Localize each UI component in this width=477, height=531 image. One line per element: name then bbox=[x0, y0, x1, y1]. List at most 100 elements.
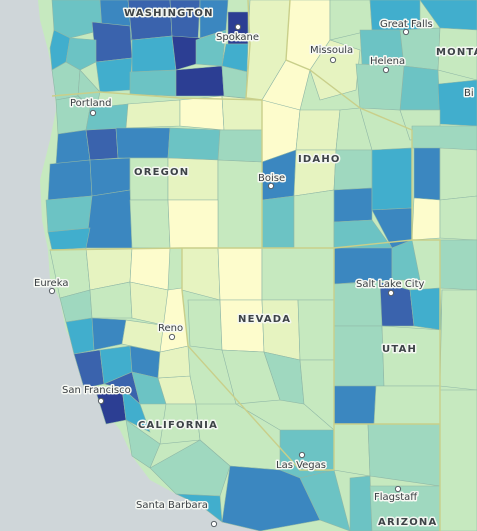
city-label-las-vegas[interactable]: Las Vegas bbox=[275, 459, 328, 473]
county[interactable] bbox=[371, 147, 413, 211]
county[interactable] bbox=[85, 127, 119, 161]
county[interactable] bbox=[333, 385, 377, 425]
county[interactable] bbox=[437, 27, 477, 81]
county[interactable] bbox=[333, 325, 385, 387]
city-label-eureka[interactable]: Eureka bbox=[33, 277, 70, 291]
city-markers: Spokane Great Falls Missoula Helena Bi P… bbox=[33, 18, 476, 528]
city-label-salt-lake-city[interactable]: Salt Lake City bbox=[355, 278, 427, 292]
city-dot-great-falls[interactable] bbox=[402, 28, 410, 36]
county[interactable] bbox=[221, 95, 263, 131]
county[interactable] bbox=[85, 189, 133, 249]
city-label-missoula[interactable]: Missoula bbox=[309, 44, 355, 58]
county[interactable] bbox=[149, 439, 231, 497]
county[interactable] bbox=[131, 35, 177, 73]
city-dot-spokane[interactable] bbox=[234, 23, 242, 31]
county[interactable] bbox=[129, 157, 169, 201]
county[interactable] bbox=[169, 0, 201, 41]
county[interactable] bbox=[439, 289, 477, 391]
county[interactable] bbox=[381, 325, 443, 387]
county[interactable] bbox=[219, 299, 265, 353]
city-dot-helena[interactable] bbox=[382, 66, 390, 74]
county[interactable] bbox=[65, 37, 97, 71]
state-labels: WASHINGTON OREGON IDAHO MONTA NEVADA UTA… bbox=[123, 7, 477, 530]
city-label-flagstaff[interactable]: Flagstaff bbox=[373, 491, 420, 505]
state-label-nevada: NEVADA bbox=[238, 314, 291, 325]
county[interactable] bbox=[51, 0, 103, 39]
county[interactable] bbox=[413, 147, 441, 201]
city-dot-eureka[interactable] bbox=[48, 287, 56, 295]
county[interactable] bbox=[411, 125, 477, 151]
state-label-washington: WASHINGTON bbox=[124, 8, 214, 19]
city-dot-san-francisco[interactable] bbox=[97, 397, 105, 405]
county[interactable] bbox=[297, 299, 335, 361]
county[interactable] bbox=[439, 195, 477, 241]
city-dot-salt-lake-city[interactable] bbox=[387, 289, 395, 297]
county[interactable] bbox=[217, 159, 263, 249]
county[interactable] bbox=[217, 247, 263, 301]
county[interactable] bbox=[333, 187, 373, 223]
county[interactable] bbox=[175, 493, 223, 523]
county[interactable] bbox=[217, 129, 263, 163]
state-label-arizona: ARIZONA bbox=[378, 517, 437, 528]
county[interactable] bbox=[293, 189, 335, 249]
county[interactable] bbox=[125, 99, 181, 129]
county[interactable] bbox=[45, 195, 93, 233]
city-dot-las-vegas[interactable] bbox=[298, 451, 306, 459]
county[interactable] bbox=[175, 65, 225, 97]
county[interactable] bbox=[349, 475, 373, 531]
county[interactable] bbox=[391, 239, 421, 281]
county[interactable] bbox=[419, 0, 477, 31]
county[interactable] bbox=[129, 69, 177, 97]
county[interactable] bbox=[167, 199, 219, 249]
city-dot-flagstaff[interactable] bbox=[394, 485, 402, 493]
county[interactable] bbox=[179, 95, 225, 131]
city-dot-missoula[interactable] bbox=[329, 56, 337, 64]
county[interactable] bbox=[439, 147, 477, 201]
county[interactable] bbox=[295, 109, 341, 151]
city-label-spokane[interactable]: Spokane bbox=[215, 31, 261, 45]
county[interactable] bbox=[221, 65, 249, 99]
city-label-billings-partial[interactable]: Bi bbox=[463, 87, 476, 101]
county[interactable] bbox=[95, 57, 133, 93]
county[interactable] bbox=[55, 129, 91, 165]
county[interactable] bbox=[115, 127, 171, 159]
county[interactable] bbox=[167, 127, 221, 161]
county[interactable] bbox=[127, 0, 173, 41]
city-label-helena[interactable]: Helena bbox=[369, 55, 407, 69]
county[interactable] bbox=[261, 195, 295, 249]
city-dot-boise[interactable] bbox=[267, 182, 275, 190]
county[interactable] bbox=[299, 469, 351, 531]
city-dot-portland[interactable] bbox=[89, 109, 97, 117]
county[interactable] bbox=[373, 385, 441, 425]
county[interactable] bbox=[187, 299, 223, 351]
county[interactable] bbox=[121, 387, 151, 433]
county[interactable] bbox=[91, 21, 133, 63]
county[interactable] bbox=[399, 65, 441, 111]
city-label-santa-barbara[interactable]: Santa Barbara bbox=[135, 499, 210, 513]
county[interactable] bbox=[409, 287, 443, 331]
county[interactable] bbox=[47, 227, 91, 251]
county[interactable] bbox=[439, 389, 477, 531]
city-dot-santa-barbara[interactable] bbox=[210, 520, 218, 528]
county[interactable] bbox=[333, 423, 371, 477]
county[interactable] bbox=[439, 239, 477, 291]
county[interactable] bbox=[261, 247, 335, 301]
county[interactable] bbox=[167, 157, 219, 201]
county[interactable] bbox=[47, 159, 93, 201]
county[interactable] bbox=[411, 197, 441, 241]
county[interactable] bbox=[367, 423, 441, 487]
city-label-san-francisco[interactable]: San Francisco bbox=[61, 384, 133, 398]
county[interactable] bbox=[369, 485, 441, 531]
city-label-reno[interactable]: Reno bbox=[157, 322, 185, 336]
city-label-great-falls[interactable]: Great Falls bbox=[379, 18, 435, 32]
county[interactable] bbox=[129, 199, 171, 249]
city-label-portland[interactable]: Portland bbox=[69, 97, 113, 111]
city-dot-reno[interactable] bbox=[168, 333, 176, 341]
county[interactable] bbox=[355, 63, 405, 111]
county[interactable] bbox=[89, 157, 131, 197]
city-label-boise[interactable]: Boise bbox=[257, 172, 287, 186]
county[interactable] bbox=[261, 299, 301, 361]
county[interactable] bbox=[437, 79, 477, 127]
county-regions bbox=[45, 0, 477, 531]
